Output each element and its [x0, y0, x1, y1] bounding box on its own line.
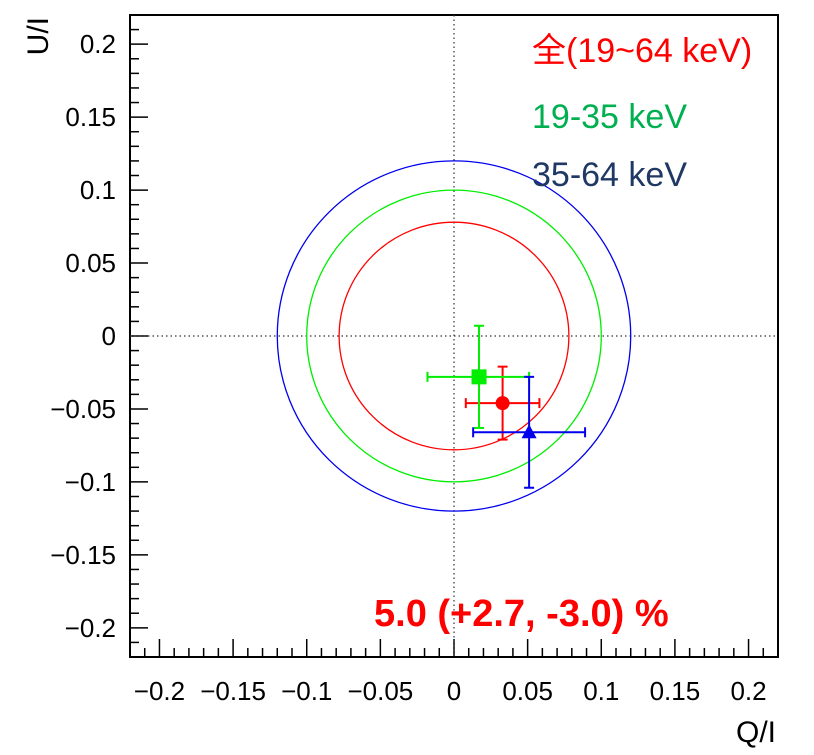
y-tick-label: −0.2 [65, 613, 116, 643]
x-tick-label: −0.1 [281, 676, 332, 706]
x-tick-label: −0.2 [134, 676, 185, 706]
x-axis-title: Q/I [736, 716, 776, 749]
polarization-result-annotation: 5.0 (+2.7, -3.0) % [374, 593, 669, 635]
x-tick-label: 0.2 [730, 676, 766, 706]
y-tick-label: −0.15 [50, 540, 116, 570]
y-tick-label: 0 [102, 321, 116, 351]
y-tick-label: 0.2 [80, 29, 116, 59]
data-point-3 [521, 424, 537, 439]
confidence-circle-1 [338, 221, 570, 451]
y-tick-label: 0.1 [80, 175, 116, 205]
x-tick-label: 0.1 [583, 676, 619, 706]
x-tick-label: 0.15 [650, 676, 701, 706]
x-tick-label: 0.05 [502, 676, 553, 706]
data-point-1 [495, 396, 510, 411]
y-tick-labels: −0.2 −0.15 −0.1 −0.05 0 0.05 0.1 0.15 0.2 [50, 29, 116, 643]
frame-ticks [130, 14, 779, 657]
x-tick-label: 0 [447, 676, 461, 706]
x-tick-labels: −0.2 −0.15 −0.1 −0.05 0 0.05 0.1 0.15 0.2 [134, 676, 767, 706]
legend-entry-all: 全(19~64 keV) [532, 32, 752, 70]
x-tick-label: −0.05 [347, 676, 413, 706]
y-tick-label: 0.05 [65, 248, 116, 278]
data-points [426, 324, 587, 489]
confidence-circle-3 [276, 160, 632, 512]
confidence-circle-2 [306, 189, 602, 483]
y-tick-label: −0.05 [50, 394, 116, 424]
reference-lines [130, 15, 778, 657]
legend-entry-35-64: 35-64 keV [532, 156, 687, 194]
legend-entry-19-35: 19-35 keV [532, 98, 687, 136]
y-tick-label: 0.15 [65, 102, 116, 132]
confidence-circles [276, 160, 632, 512]
data-point-2 [471, 369, 487, 385]
x-tick-label: −0.15 [200, 676, 266, 706]
y-tick-label: −0.1 [65, 467, 116, 497]
y-axis-title: U/I [22, 17, 55, 55]
